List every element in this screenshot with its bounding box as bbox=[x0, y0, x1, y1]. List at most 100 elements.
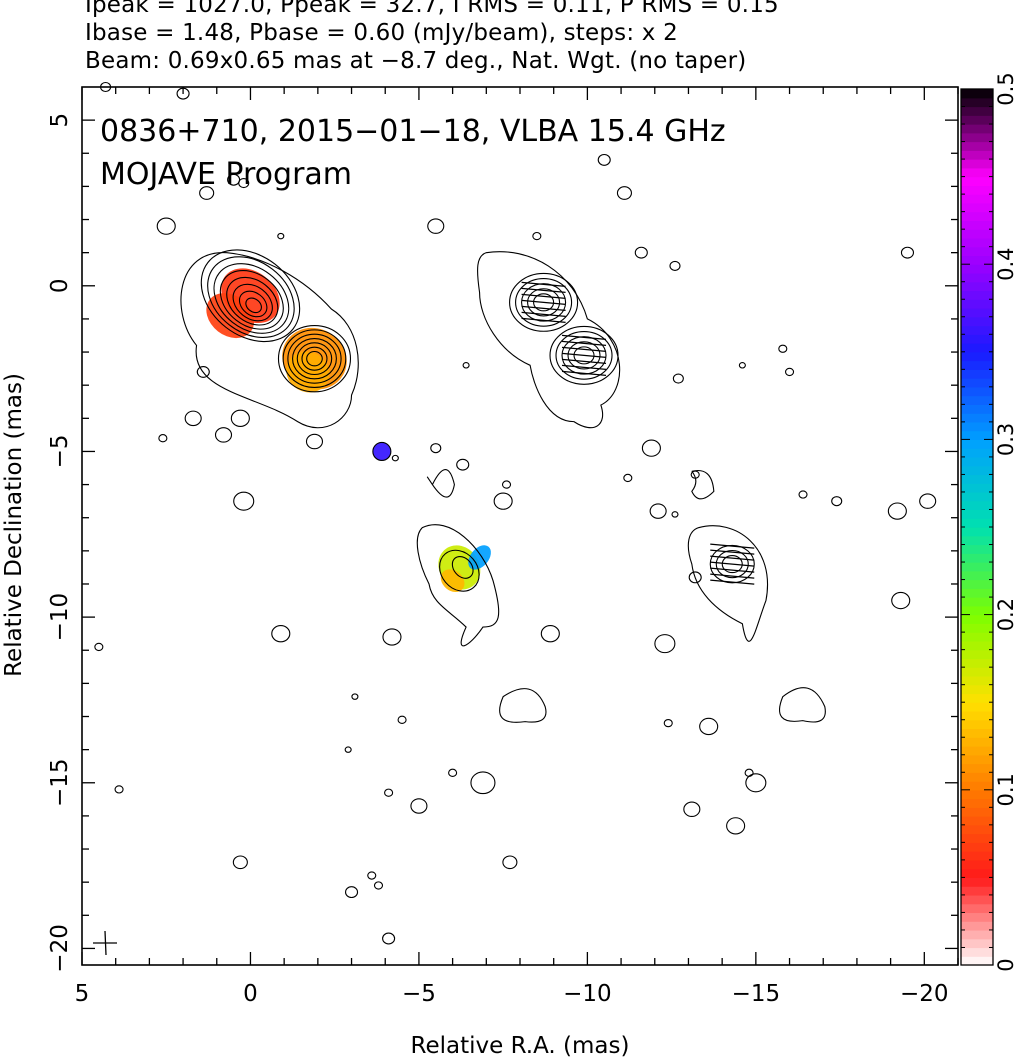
colorbar-swatch bbox=[961, 553, 993, 563]
colorbar-swatch bbox=[961, 903, 993, 914]
noise-contour bbox=[745, 773, 767, 793]
colorbar-swatch bbox=[961, 894, 993, 905]
source-label: 0836+710, 2015−01−18, VLBA 15.4 GHz bbox=[100, 114, 726, 149]
noise-contour bbox=[277, 232, 285, 240]
noise-contour bbox=[351, 693, 359, 700]
colorbar-swatch bbox=[961, 605, 993, 616]
colorbar-swatch bbox=[961, 334, 993, 344]
stokes-i-contour bbox=[180, 252, 359, 429]
colorbar-swatch bbox=[961, 851, 993, 861]
colorbar-tick-label: 0.1 bbox=[994, 773, 1018, 806]
y-tick-label: 5 bbox=[47, 113, 73, 128]
evpa-tick bbox=[521, 287, 566, 294]
x-tick-label: 0 bbox=[243, 981, 258, 1007]
evpa-tick bbox=[561, 370, 607, 377]
stokes-i-contour bbox=[226, 276, 279, 326]
y-tick-label: 0 bbox=[47, 278, 73, 293]
colorbar-swatch bbox=[961, 632, 993, 642]
noise-contour bbox=[919, 493, 937, 509]
evpa-tick bbox=[561, 358, 607, 365]
noise-contour bbox=[397, 715, 407, 724]
noise-contour bbox=[691, 470, 715, 500]
noise-contour bbox=[502, 855, 518, 870]
evpa-tick bbox=[521, 317, 566, 324]
evpa-tick bbox=[521, 311, 566, 318]
evpa-tick bbox=[521, 305, 566, 312]
colorbar-swatch bbox=[961, 921, 993, 931]
colorbar-swatch bbox=[961, 702, 993, 712]
colorbar-swatch bbox=[961, 185, 993, 195]
colorbar-swatch bbox=[961, 159, 993, 169]
evpa-tick bbox=[561, 340, 607, 347]
colorbar-swatch bbox=[961, 211, 993, 221]
colorbar-swatch bbox=[961, 448, 993, 458]
colorbar-swatch bbox=[961, 789, 993, 800]
noise-contour bbox=[158, 434, 168, 443]
noise-contour bbox=[94, 642, 104, 652]
colorbar-swatch bbox=[961, 202, 993, 213]
colorbar-swatch bbox=[961, 816, 993, 826]
evpa-tick bbox=[521, 281, 566, 288]
colorbar-swatch bbox=[961, 281, 993, 292]
colorbar-swatch bbox=[961, 947, 993, 957]
colorbar-swatch bbox=[961, 929, 993, 940]
colorbar-swatch bbox=[961, 246, 993, 257]
noise-contour bbox=[426, 469, 455, 498]
stokes-i-contour bbox=[287, 333, 342, 384]
stokes-i-contour bbox=[200, 249, 301, 343]
colorbar-swatch bbox=[961, 465, 993, 476]
program-label: MOJAVE Program bbox=[100, 157, 352, 192]
stokes-i-contour bbox=[277, 325, 352, 393]
stokes-i-contour bbox=[207, 256, 295, 338]
pol-contour bbox=[709, 544, 755, 584]
noise-contour bbox=[532, 231, 542, 241]
noise-contour bbox=[184, 410, 202, 427]
colorbar-swatch bbox=[961, 798, 993, 808]
pol-contour bbox=[509, 272, 579, 332]
colorbar-swatch bbox=[961, 544, 993, 554]
x-axis-label: Relative R.A. (mas) bbox=[411, 1033, 630, 1059]
colorbar-swatch bbox=[961, 167, 993, 178]
colorbar-swatch bbox=[961, 290, 993, 300]
colorbar-swatch bbox=[961, 421, 993, 432]
colorbar-swatch bbox=[961, 456, 993, 467]
noise-contour bbox=[382, 932, 396, 945]
evpa-tick bbox=[521, 293, 566, 300]
colorbar-swatch bbox=[961, 474, 993, 484]
noise-contour bbox=[623, 473, 633, 483]
y-tick-label: −20 bbox=[47, 924, 73, 973]
noise-contour bbox=[654, 634, 676, 654]
evpa-tick bbox=[561, 364, 607, 371]
colorbar-swatch bbox=[961, 500, 993, 511]
header-line-1: Ipeak = 1027.0, Ppeak = 32.7, I RMS = 0.… bbox=[85, 0, 779, 18]
noise-contour bbox=[784, 367, 795, 377]
colorbar-swatch bbox=[961, 675, 993, 686]
stokes-i-contour bbox=[372, 441, 392, 462]
noise-contour bbox=[470, 771, 496, 795]
colorbar-tick-label: 0.4 bbox=[994, 247, 1018, 280]
stokes-i-contour bbox=[238, 290, 268, 318]
colorbar-swatch bbox=[961, 299, 993, 309]
stokes-i-contour bbox=[416, 524, 500, 647]
noise-contour bbox=[373, 881, 384, 890]
colorbar-swatch bbox=[961, 877, 993, 887]
noise-contour bbox=[663, 718, 673, 728]
stokes-i-contour bbox=[282, 329, 347, 389]
evpa-tick bbox=[710, 549, 755, 555]
colorbar-swatch bbox=[961, 693, 993, 703]
pol-contour bbox=[721, 555, 743, 574]
colorbar-swatch bbox=[961, 176, 993, 186]
colorbar-swatch bbox=[961, 684, 993, 695]
colorbar-swatch bbox=[961, 141, 993, 151]
noise-contour bbox=[726, 817, 746, 835]
stokes-i-contour bbox=[301, 346, 328, 371]
noise-contour bbox=[744, 768, 754, 777]
pol-contour bbox=[561, 336, 607, 375]
evpa-tick bbox=[710, 543, 755, 549]
noise-contour bbox=[344, 746, 352, 753]
noise-contour bbox=[616, 186, 632, 200]
colorbar-swatch bbox=[961, 623, 993, 633]
colorbar-swatch bbox=[961, 728, 993, 738]
